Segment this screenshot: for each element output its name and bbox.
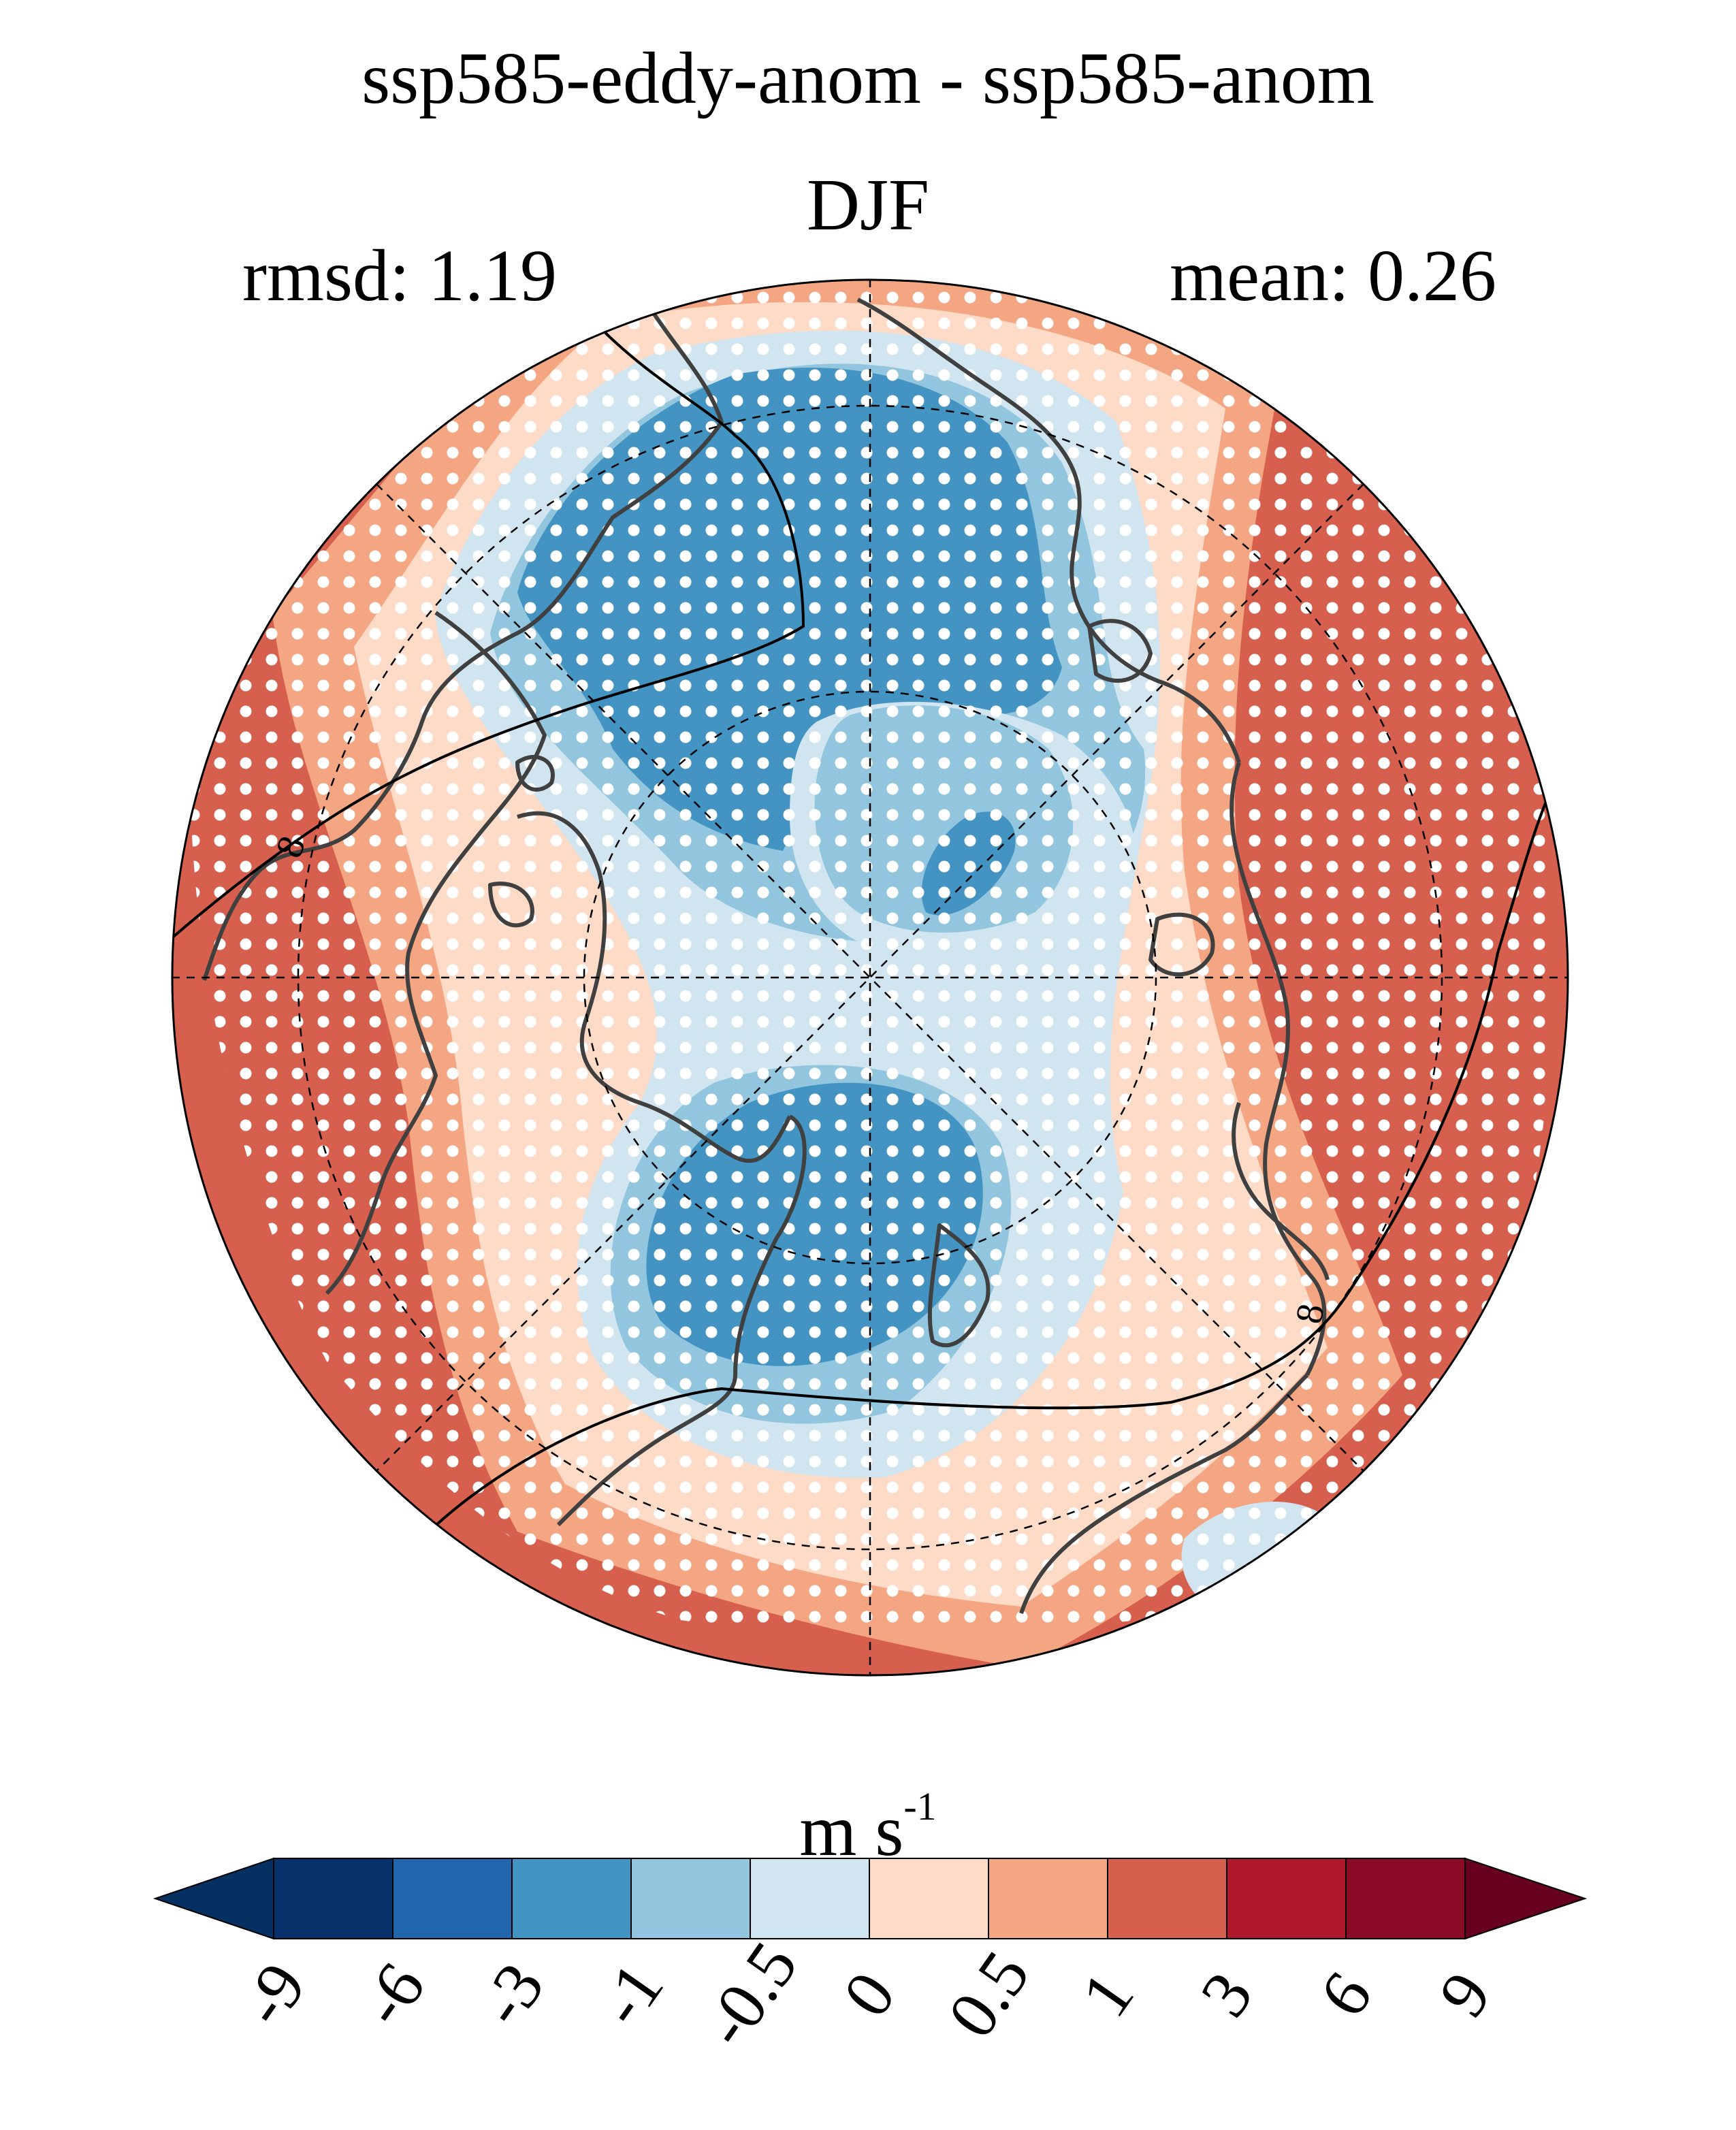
colorbar-box xyxy=(630,1858,751,1939)
colorbar-extend-high xyxy=(1464,1857,1588,1940)
colorbar-boxes xyxy=(152,1857,1588,1940)
colorbar-box xyxy=(392,1858,513,1939)
colorbar-extend-low xyxy=(152,1857,274,1940)
coastlines xyxy=(202,297,1330,1614)
units-main: m s xyxy=(799,1790,904,1871)
colorbar-box xyxy=(1107,1858,1227,1939)
colorbar-box xyxy=(511,1858,632,1939)
map-border xyxy=(171,278,1569,1677)
rmsd-stat: rmsd: 1.19 xyxy=(242,236,558,317)
significance-stippling xyxy=(191,280,1554,1634)
colorbar-units: m s-1 xyxy=(0,1787,1736,1868)
season-label: DJF xyxy=(806,165,930,246)
mean-stat: mean: 0.26 xyxy=(1170,236,1496,317)
graticule xyxy=(172,280,1568,1675)
colorbar-box xyxy=(1226,1858,1347,1939)
colorbar-box xyxy=(869,1858,989,1939)
colorbar-box xyxy=(1345,1858,1466,1939)
filled-contours xyxy=(172,280,1568,1675)
map-title: ssp585-eddy-anom - ssp585-anom xyxy=(361,38,1375,119)
polar-map: 8 8 xyxy=(171,278,1569,1677)
colorbar-box xyxy=(750,1858,870,1939)
colorbar-box xyxy=(988,1858,1108,1939)
colorbar-box xyxy=(273,1858,393,1939)
units-exponent: -1 xyxy=(903,1784,937,1828)
contour-lines xyxy=(172,325,1547,1540)
